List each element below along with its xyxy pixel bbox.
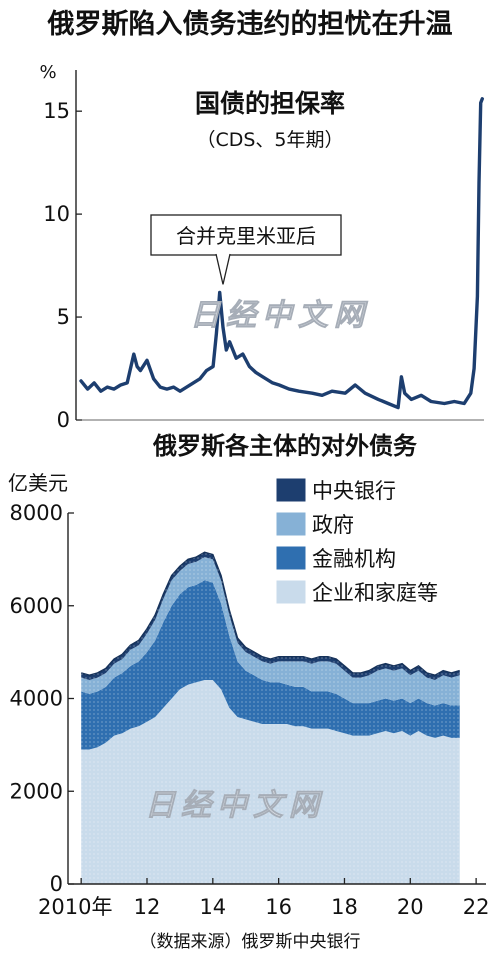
cds-y-tick-label: 0 [57,408,70,432]
cds-y-tick-label: 10 [43,202,70,226]
annotation-text: 合并克里米亚后 [176,224,316,248]
legend: 中央银行政府金融机构企业和家庭等 [276,478,438,605]
debt-y-tick-label: 2000 [10,779,63,803]
legend-label: 企业和家庭等 [312,581,438,605]
debt-x-tick-label: 14 [199,895,226,919]
legend-swatch [276,546,306,570]
legend-swatch [276,478,306,502]
debt-y-tick-label: 6000 [10,594,63,618]
watermark-top: 日经中文网 [190,298,370,333]
watermark-bottom: 日经中文网 [145,788,325,823]
debt-x-tick-label: 12 [134,895,161,919]
legend-swatch [276,580,306,604]
debt-y-tick-label: 8000 [10,501,63,525]
legend-label: 中央银行 [312,479,396,503]
cds-y-tick-label: 15 [43,99,70,123]
debt-y-unit: 亿美元 [8,471,68,495]
headline: 俄罗斯陷入债务违约的担忧在升温 [47,8,453,40]
legend-label: 金融机构 [312,547,396,571]
debt-y-tick-label: 4000 [10,687,63,711]
debt-x-tick-label: 22 [463,895,490,919]
cds-y-tick-label: 5 [57,305,70,329]
debt-x-tick-label: 2010年 [38,895,112,919]
area-texture [81,513,460,884]
cds-y-unit: % [39,62,56,83]
debt-y-tick-label: 0 [50,872,63,896]
legend-label: 政府 [312,513,354,537]
cds-title: 国债的担保率 [195,89,345,118]
debt-x-tick-label: 18 [331,895,358,919]
debt-title: 俄罗斯各主体的对外债务 [152,432,418,460]
source-note: （数据来源）俄罗斯中央银行 [140,932,361,952]
cds-chart: % 0 5 10 15 国债的担保率 （CDS、5年期） 合并克里米亚后 日经中文网 [39,62,484,432]
annotation-callout: 合并克里米亚后 [151,215,341,284]
debt-chart: 俄罗斯各主体的对外债务 亿美元 0 2000 4000 6000 8000 2010年 1… [8,432,489,919]
cds-subtitle: （CDS、5年期） [196,129,343,151]
annotation-pointer [216,254,230,284]
legend-swatch [276,512,306,536]
debt-x-tick-label: 16 [265,895,292,919]
debt-x-tick-label: 20 [397,895,424,919]
